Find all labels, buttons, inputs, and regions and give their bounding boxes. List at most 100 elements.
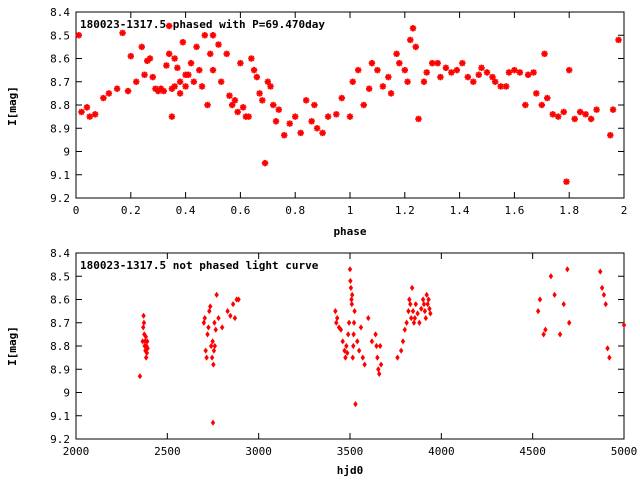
data-point — [425, 301, 430, 308]
data-point — [408, 301, 413, 308]
data-point — [231, 97, 239, 104]
data-point — [216, 315, 221, 322]
data-point — [219, 324, 225, 331]
y-tick-label: 9.2 — [50, 192, 70, 205]
x-tick-label: 3000 — [245, 445, 272, 458]
data-point — [140, 338, 145, 345]
data-point — [319, 129, 326, 137]
data-point — [417, 319, 422, 326]
data-point — [340, 338, 345, 345]
data-point — [234, 108, 241, 116]
data-point — [210, 419, 216, 426]
data-point — [407, 36, 414, 44]
data-point — [402, 326, 407, 333]
data-point — [212, 342, 218, 350]
unphased-light-curve-panel: 180023-1317.5 not phased light curve hjd… — [6, 247, 637, 477]
x-tick-label: 0.8 — [285, 204, 305, 217]
data-point — [333, 111, 340, 118]
data-point — [187, 59, 195, 67]
data-point — [207, 50, 214, 58]
data-point — [360, 101, 367, 109]
data-point — [429, 59, 436, 67]
data-point — [555, 113, 562, 120]
data-point — [230, 301, 236, 308]
data-point — [351, 342, 356, 350]
data-point — [201, 319, 207, 326]
data-point — [228, 312, 233, 319]
data-point — [213, 326, 218, 333]
data-point — [182, 83, 189, 90]
data-point — [561, 301, 566, 308]
data-point — [270, 101, 277, 109]
y-tick-label: 9 — [63, 387, 70, 400]
data-point — [505, 69, 513, 76]
y-tick-label: 9 — [63, 146, 70, 159]
data-point — [537, 296, 543, 303]
unphased-axis-ticks: 2000 2500 3000 3500 4000 4500 5000 8.4 8.5 8.6 8.7… — [50, 247, 637, 458]
data-point — [83, 104, 91, 111]
x-tick-label: 4000 — [428, 445, 455, 458]
data-point — [202, 315, 207, 322]
data-point — [209, 66, 217, 74]
data-point — [350, 354, 355, 361]
data-point — [334, 319, 339, 326]
data-point — [209, 32, 217, 39]
data-point — [412, 315, 418, 322]
data-point — [565, 266, 570, 273]
data-point — [204, 101, 211, 109]
data-point — [395, 354, 400, 361]
data-point — [566, 66, 573, 74]
data-point — [264, 78, 271, 85]
data-point — [374, 342, 379, 350]
data-point — [348, 284, 354, 291]
data-point — [232, 315, 238, 322]
data-point — [311, 101, 318, 109]
data-point — [609, 106, 617, 113]
data-point — [215, 41, 222, 48]
data-point — [308, 118, 315, 125]
data-point — [376, 366, 381, 373]
data-point — [347, 266, 353, 273]
data-point — [141, 71, 148, 78]
data-point — [208, 342, 214, 350]
data-point — [335, 315, 340, 322]
data-point — [489, 73, 496, 81]
data-point — [165, 22, 173, 30]
data-point — [207, 308, 212, 315]
data-point — [346, 319, 352, 326]
data-point — [250, 66, 258, 74]
data-point — [516, 69, 524, 76]
data-point — [377, 342, 383, 350]
data-point — [209, 354, 215, 361]
data-point — [393, 50, 400, 58]
data-point — [214, 291, 219, 298]
data-point — [409, 284, 415, 291]
data-point — [538, 101, 545, 109]
data-point — [599, 284, 605, 291]
data-point — [407, 296, 412, 303]
data-point — [396, 59, 403, 67]
data-point — [344, 342, 349, 350]
data-point — [427, 305, 432, 312]
y-tick-label: 8.8 — [50, 340, 70, 353]
unphased-data-points — [137, 266, 627, 426]
data-point — [286, 120, 293, 127]
x-tick-label: 1.4 — [450, 204, 470, 217]
data-point — [223, 50, 230, 58]
data-point — [176, 90, 184, 97]
data-point — [228, 101, 236, 109]
data-point — [348, 277, 353, 284]
data-point — [248, 55, 255, 62]
phased-light-curve-panel: 180023-1317.5 phased with P=69.470day ph… — [6, 6, 627, 238]
x-tick-label: 1.2 — [395, 204, 415, 217]
data-point — [475, 71, 482, 78]
data-point — [203, 347, 208, 354]
data-point — [206, 324, 211, 331]
data-point — [261, 159, 269, 167]
data-point — [253, 73, 261, 81]
data-point — [409, 25, 417, 32]
data-point — [113, 85, 121, 92]
data-point — [385, 73, 392, 81]
data-point — [196, 66, 203, 74]
data-point — [365, 85, 373, 92]
